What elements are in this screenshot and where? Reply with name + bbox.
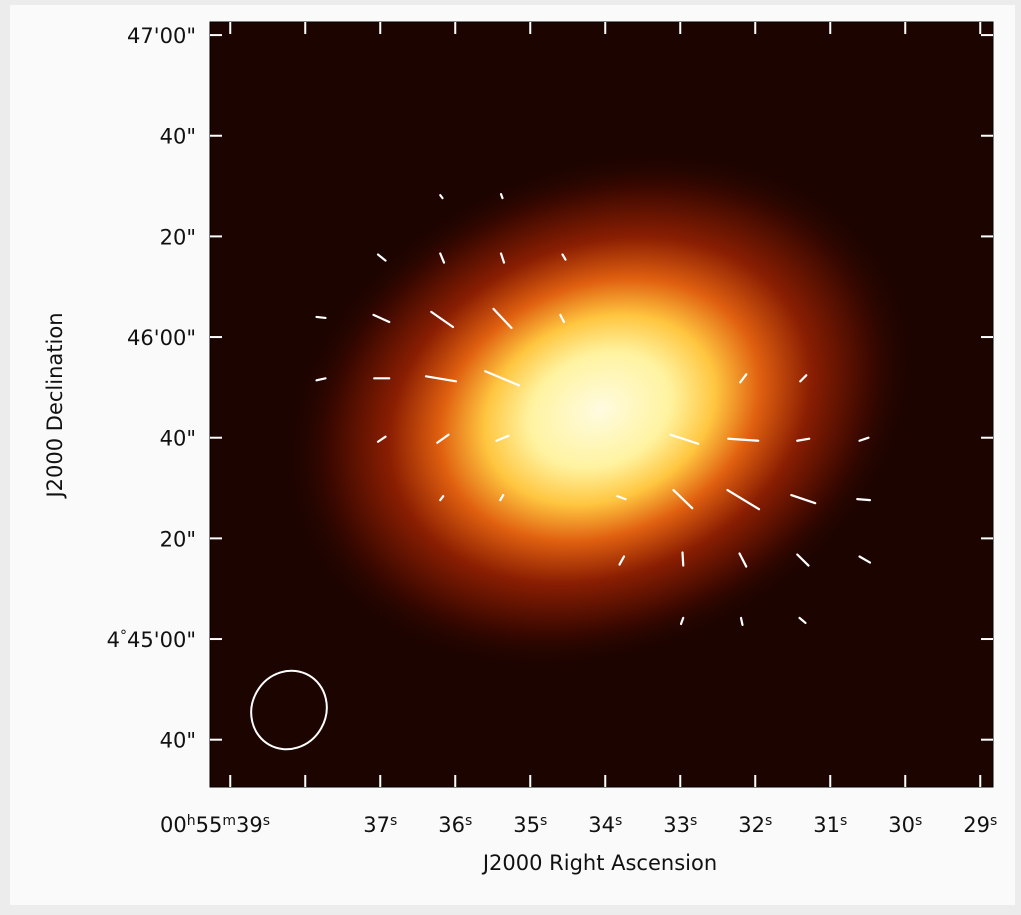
image bbox=[200, 22, 999, 787]
polarization-vector bbox=[683, 552, 684, 565]
y-axis-title: J2000 Declination bbox=[43, 312, 67, 499]
y-tick-label: 46'00" bbox=[127, 326, 196, 350]
polarization-vector bbox=[501, 194, 503, 198]
polarization-vector bbox=[741, 618, 743, 625]
y-tick-label: 40" bbox=[160, 125, 196, 149]
x-axis-title: J2000 Right Ascension bbox=[481, 851, 717, 875]
y-tick-label: 47'00" bbox=[127, 24, 196, 48]
y-tick-label: 40" bbox=[160, 427, 196, 451]
polarization-vector bbox=[857, 499, 870, 500]
polarization-vector bbox=[317, 317, 326, 318]
y-tick-label: 20" bbox=[160, 527, 196, 551]
y-tick-label: 40" bbox=[160, 729, 196, 753]
y-tick-label: 20" bbox=[160, 225, 196, 249]
chart: J2000 Right Ascension J2000 Declination … bbox=[0, 0, 1021, 911]
x-tick-label: 00h55m39s bbox=[160, 813, 270, 837]
